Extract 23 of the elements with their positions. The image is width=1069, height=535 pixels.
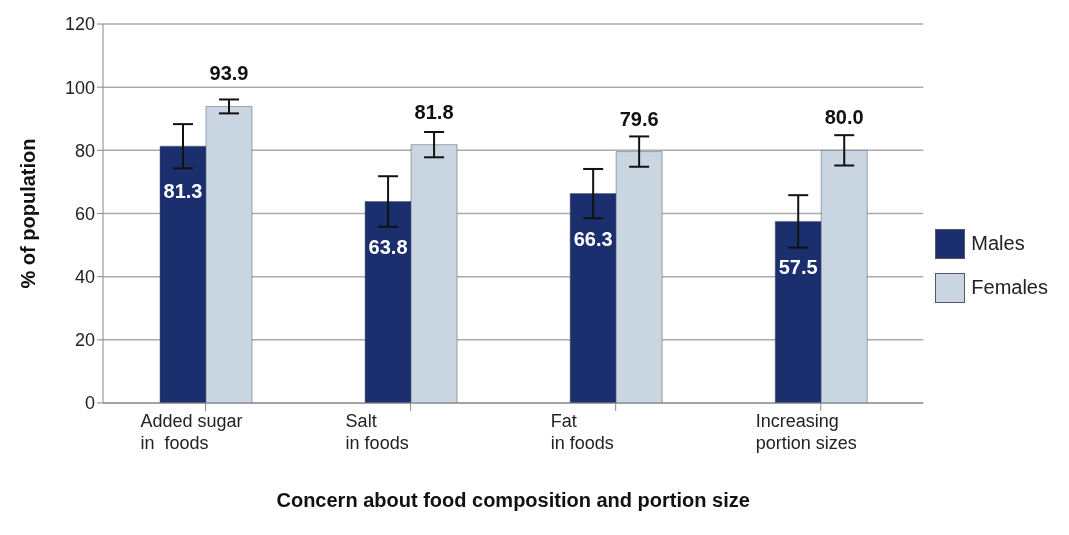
data-label: 63.8 xyxy=(368,235,408,258)
y-tick-label: 80 xyxy=(74,140,95,161)
y-tick-label: 0 xyxy=(84,393,95,414)
y-tick-label: 100 xyxy=(64,77,95,98)
data-label: 81.8 xyxy=(414,100,454,123)
x-tick-label: Increasing portion sizes xyxy=(755,411,857,453)
data-label: 57.5 xyxy=(778,255,818,278)
y-tick-label: 40 xyxy=(74,267,95,288)
data-label: 93.9 xyxy=(209,62,249,85)
y-tick-label: 120 xyxy=(64,14,95,35)
data-label: 80.0 xyxy=(824,106,864,129)
x-tick-label: Fat in foods xyxy=(550,411,614,453)
data-label: 66.3 xyxy=(573,227,613,250)
x-tick-label: Added sugar in foods xyxy=(140,411,243,453)
y-tick-label: 60 xyxy=(74,203,95,224)
x-axis-title: Concern about food composition and portion size xyxy=(276,489,750,511)
y-tick-label: 20 xyxy=(74,330,95,351)
legend-label: Females xyxy=(971,276,1048,299)
data-label: 81.3 xyxy=(163,180,203,203)
x-tick-label: Salt in foods xyxy=(345,411,409,453)
y-axis-title: % of population xyxy=(17,138,40,289)
data-label: 79.6 xyxy=(619,107,659,130)
legend-label: Males xyxy=(971,232,1025,255)
